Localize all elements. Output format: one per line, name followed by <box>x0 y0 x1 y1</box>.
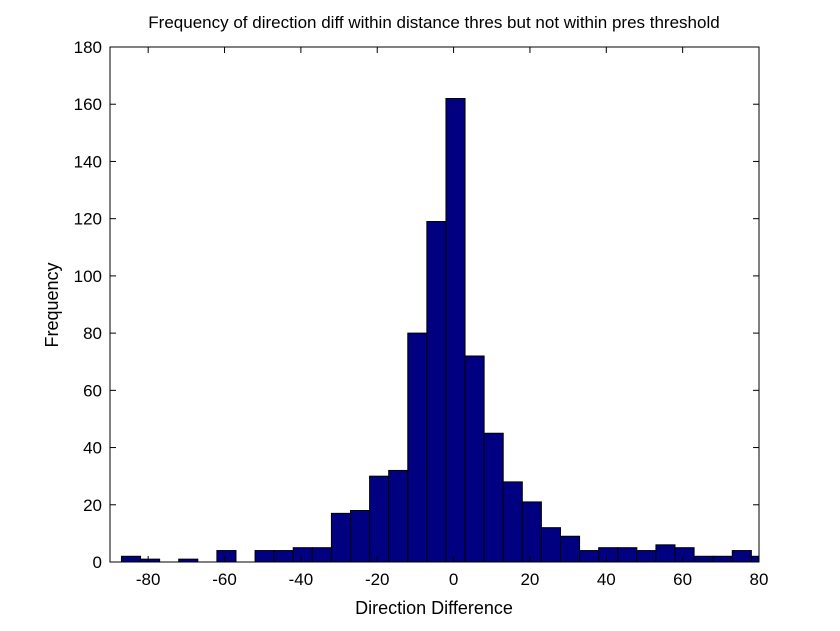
histogram-bar <box>483 432 504 563</box>
histogram-bar <box>216 550 237 563</box>
x-tick-label: -80 <box>136 570 161 589</box>
histogram-bar <box>655 544 676 563</box>
histogram-bar <box>388 469 409 563</box>
x-tick-label: -60 <box>212 570 237 589</box>
histogram-bar <box>407 332 428 563</box>
histogram-bar <box>445 98 466 563</box>
y-tick-label: 100 <box>74 267 102 286</box>
bars-group <box>120 98 760 563</box>
histogram-bar <box>693 555 714 563</box>
y-tick-label: 140 <box>74 152 102 171</box>
y-tick-label: 180 <box>74 38 102 57</box>
histogram-bar <box>579 550 600 563</box>
y-tick-label: 80 <box>83 324 102 343</box>
x-tick-label: -40 <box>289 570 314 589</box>
x-tick-label: 40 <box>597 570 616 589</box>
histogram-bar <box>350 510 371 563</box>
histogram-bar <box>502 481 523 563</box>
y-tick-label: 160 <box>74 95 102 114</box>
chart-title: Frequency of direction diff within dista… <box>148 13 719 32</box>
histogram-bar <box>674 547 695 563</box>
histogram-bar <box>636 550 657 563</box>
histogram-bar <box>311 547 332 563</box>
x-tick-label: -20 <box>365 570 390 589</box>
x-tick-label: 60 <box>673 570 692 589</box>
plot-frame <box>109 46 760 563</box>
histogram-bar <box>464 355 485 563</box>
y-tick-label: 20 <box>83 496 102 515</box>
x-tick-label: 80 <box>750 570 769 589</box>
y-tick-label: 40 <box>83 439 102 458</box>
x-axis-ticks: -80 -60 -40 -20 0 20 40 60 80 <box>136 47 769 589</box>
x-tick-label: 0 <box>449 570 458 589</box>
histogram-bar <box>254 550 275 563</box>
histogram-bar <box>598 547 619 563</box>
histogram-bar <box>426 221 447 563</box>
histogram-bar <box>369 475 390 563</box>
histogram-bar <box>521 501 542 563</box>
histogram-bar <box>120 555 142 563</box>
histogram-bar <box>330 512 352 563</box>
histogram-bar <box>559 535 581 563</box>
histogram-bar <box>273 550 294 563</box>
histogram-bar <box>712 555 733 563</box>
y-tick-label: 120 <box>74 210 102 229</box>
y-tick-label: 60 <box>83 381 102 400</box>
y-tick-label: 0 <box>93 553 102 572</box>
histogram-bar <box>731 550 752 563</box>
histogram-bar <box>617 547 638 563</box>
y-axis-label: Frequency <box>42 262 62 347</box>
histogram-bar <box>540 527 561 563</box>
x-axis-label: Direction Difference <box>355 598 513 618</box>
y-axis-ticks: 0 20 40 60 80 100 120 140 160 180 <box>74 38 759 572</box>
x-tick-label: 20 <box>520 570 539 589</box>
histogram-bar <box>292 547 313 563</box>
histogram-bar <box>750 555 760 563</box>
